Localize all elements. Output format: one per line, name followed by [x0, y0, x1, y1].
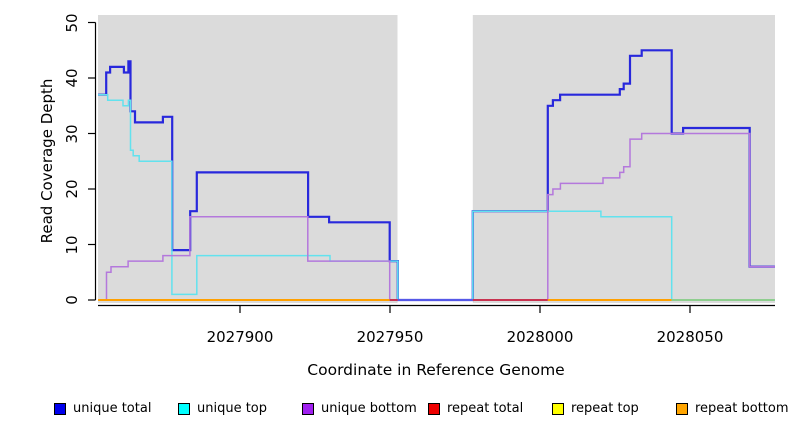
legend-swatch-unique-total-icon — [54, 403, 66, 415]
y-tick-label-20: 20 — [63, 179, 81, 199]
legend-label: repeat bottom — [695, 401, 789, 416]
legend-swatch-repeat-bottom-icon — [676, 403, 688, 415]
y-tick-label-30: 30 — [63, 123, 81, 144]
legend-swatch-unique-top-icon — [178, 403, 190, 415]
y-tick-label-10: 10 — [63, 234, 81, 255]
y-tick-label-50: 50 — [63, 12, 81, 33]
legend-label: repeat total — [447, 401, 524, 416]
legend-item-repeat-total: repeat total — [428, 402, 523, 416]
legend-swatch-repeat-top-icon — [552, 403, 564, 415]
legend-item-unique-top: unique top — [178, 402, 267, 416]
y-tick-label-0: 0 — [63, 295, 81, 305]
x-axis-label: Coordinate in Reference Genome — [307, 361, 565, 379]
x-tick-label-2028050: 2028050 — [656, 328, 724, 346]
legend-label: unique bottom — [321, 401, 417, 416]
x-tick-label-2028000: 2028000 — [506, 328, 574, 346]
legend-label: unique total — [73, 401, 152, 416]
legend-swatch-unique-bottom-icon — [302, 403, 314, 415]
legend-item-unique-bottom: unique bottom — [302, 402, 417, 416]
legend-label: unique top — [197, 401, 268, 416]
x-tick-label-2027950: 2027950 — [356, 328, 424, 346]
legend-swatch-repeat-total-icon — [428, 403, 440, 415]
y-axis-label: Read Coverage Depth — [38, 78, 56, 244]
x-tick-label-2027900: 2027900 — [206, 328, 274, 346]
legend-item-unique-total: unique total — [54, 402, 151, 416]
y-tick-label-40: 40 — [63, 68, 81, 88]
legend-item-repeat-bottom: repeat bottom — [676, 402, 789, 416]
legend-label: repeat top — [571, 401, 639, 416]
legend-item-repeat-top: repeat top — [552, 402, 639, 416]
